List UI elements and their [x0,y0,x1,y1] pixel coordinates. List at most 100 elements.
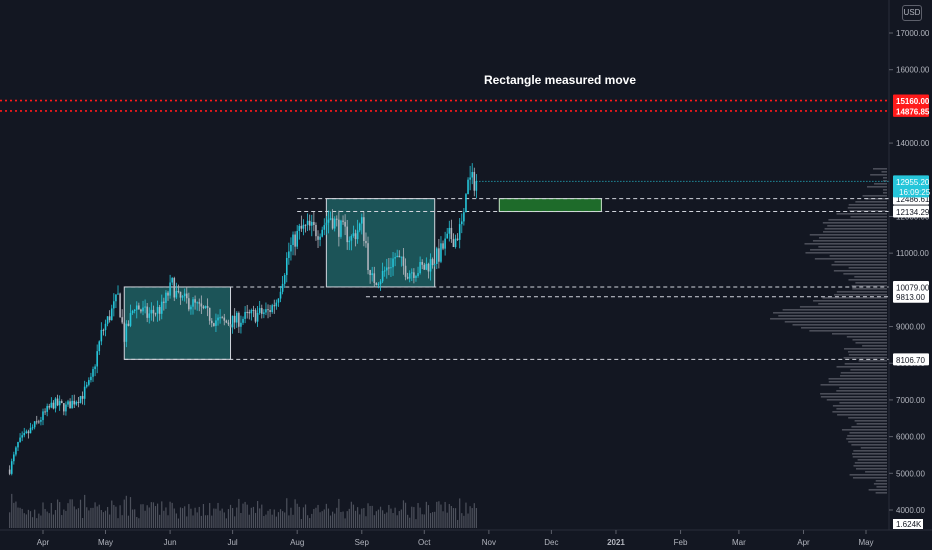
time-tick-label[interactable]: 2021 [607,538,625,547]
time-tick-label[interactable]: Feb [674,538,688,547]
candle-body [90,376,92,381]
time-tick-label[interactable]: Nov [482,538,496,547]
volume-bar [398,511,400,528]
volume-bar [452,508,455,528]
volume-bar [165,507,167,528]
candle-body [192,299,194,307]
price-tick-label[interactable]: 4000.00 [896,506,925,515]
volume-bar [211,515,213,528]
volume-bar [184,506,186,528]
candle-body [142,307,144,312]
volume-bar [311,513,313,528]
volume-bar [109,514,111,528]
candle-body [360,217,363,224]
volume-profile-row [848,267,887,269]
time-tick-label[interactable]: Dec [544,538,558,547]
volume-profile-row [854,462,887,464]
volume-bar [79,499,82,528]
price-tick-label[interactable]: 17000.00 [896,29,930,38]
volume-profile-row [828,219,887,221]
measured-move-target-box[interactable] [498,198,602,213]
time-tick-label[interactable]: Sep [355,538,370,547]
candle-body [452,239,455,248]
rectangle-1[interactable] [123,286,232,360]
volume-bar [223,512,225,528]
volume-bar [267,510,269,528]
rectangle-2[interactable] [325,198,436,288]
volume-profile-row [836,408,887,410]
time-tick-label[interactable]: Aug [290,538,304,547]
candle-body [398,255,401,258]
price-tick-label[interactable]: 16000.00 [896,66,930,75]
volume-profile-row [820,396,887,398]
price-label-text: 14876.85 [896,107,930,116]
time-tick-label[interactable]: Oct [418,538,431,547]
volume-bar [336,507,338,528]
volume-profile-row [822,297,887,299]
horizontal-levels[interactable] [0,99,889,360]
rectangle-drawings[interactable] [123,198,602,360]
price-tick-label[interactable]: 9000.00 [896,323,925,332]
candle-body [52,402,55,409]
time-tick-label[interactable]: Apr [37,538,50,547]
time-tick-label[interactable]: Jun [164,538,177,547]
time-tick-label[interactable]: May [98,538,113,547]
currency-label[interactable]: USD [902,5,922,21]
volume-bar [159,514,161,528]
candle-body [438,248,440,262]
time-axis[interactable]: Apr May Jun Jul Aug Sep Oct Nov Dec 2021 Feb Mar Apr… [37,530,874,547]
volume-bar [365,516,367,528]
candle-body [319,236,321,240]
volume-profile-row [773,312,887,314]
volume-bar [200,515,202,528]
candle-body [338,219,340,237]
volume-profile-row [851,444,887,446]
time-tick-label[interactable]: Apr [797,538,810,547]
volume-bar [77,508,80,528]
volume-bar [388,504,390,528]
candle-body [331,218,334,229]
volume-profile-row [828,381,887,383]
volume-bar [436,501,438,528]
candle-body [413,272,415,278]
candle-body [323,225,326,230]
price-tick-label[interactable]: 6000.00 [896,433,925,442]
volume-profile-row [784,321,887,323]
volume-profile-row [840,375,887,377]
candle-body [56,398,59,406]
price-tick-label[interactable]: 5000.00 [896,469,925,478]
price-tick-label[interactable]: 14000.00 [896,139,930,148]
volume-bar [190,508,192,528]
candle-body [273,305,276,307]
time-tick-label[interactable]: Mar [732,538,746,547]
candle-body [169,282,171,296]
candle-body [417,273,419,277]
candle-body [335,218,338,220]
volume-bar [121,515,123,528]
time-tick-label[interactable]: May [858,538,873,547]
volume-bar [434,511,436,528]
volume-bar [454,508,457,528]
price-tick-label[interactable]: 7000.00 [896,396,925,405]
time-tick-label[interactable]: Jul [227,538,237,547]
volume-profile-row [828,378,887,380]
volume-profile-row [862,345,887,347]
candle-body [444,238,446,249]
candle-body [133,309,136,311]
price-tick-label[interactable]: 11000.00 [896,249,929,258]
volume-bar [275,516,277,528]
volume-bar [117,518,119,528]
volume-profile-row [849,474,887,476]
volume-bar [384,513,386,528]
volume-bar [369,505,371,528]
candle-body [252,309,255,311]
volume-profile-row [843,348,887,350]
candle-body [152,309,155,314]
price-label: 14876.85 [893,104,930,117]
volume-profile [770,168,887,494]
volume-bar [315,507,317,528]
volume-bar [106,506,109,528]
volume-bar [129,497,132,528]
candle-body [119,293,121,318]
